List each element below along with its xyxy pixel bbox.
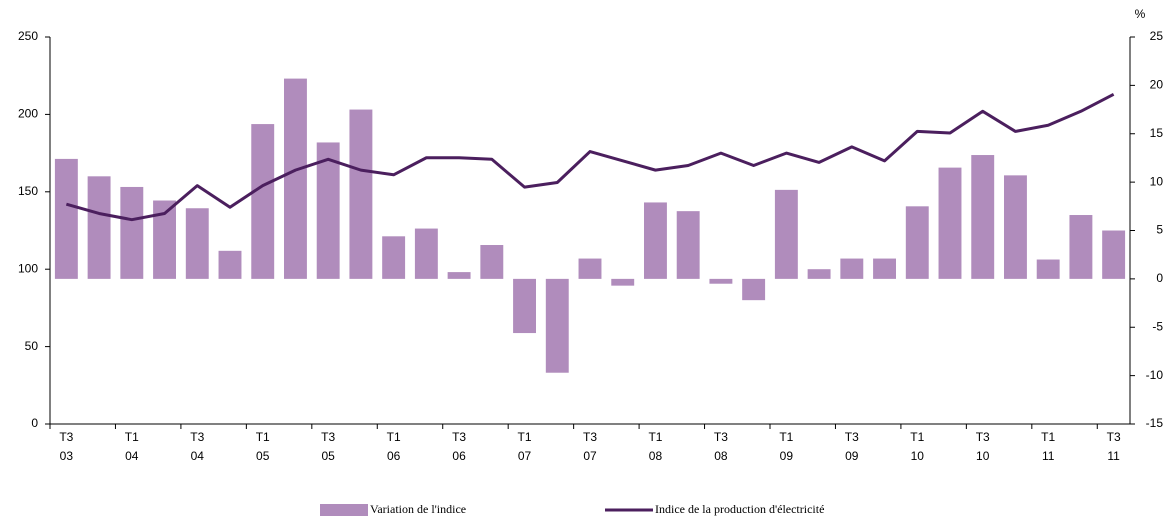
y-tick-label: 50 — [25, 339, 39, 353]
y2-axis-label: % — [1135, 7, 1146, 21]
legend-label: Variation de l'indice — [370, 502, 466, 516]
y2-tick-label: -10 — [1146, 368, 1164, 382]
x-tick-label: T1 05 — [256, 430, 270, 463]
bar — [938, 167, 962, 279]
bar — [676, 211, 700, 279]
bar — [218, 250, 242, 279]
y-tick-label: 0 — [31, 416, 38, 430]
bar — [873, 258, 896, 279]
x-tick-label: T3 11 — [1107, 430, 1121, 463]
bar — [349, 109, 373, 279]
bar — [414, 228, 438, 279]
y2-tick-label: 15 — [1150, 126, 1164, 140]
x-tick-label: T3 03 — [59, 430, 73, 463]
legend-swatch — [320, 504, 368, 516]
bar — [1004, 175, 1027, 279]
y-tick-label: 250 — [18, 29, 38, 43]
y-tick-label: 150 — [18, 184, 38, 198]
line — [65, 92, 1115, 222]
bar — [840, 258, 864, 279]
y2-tick-label: -5 — [1152, 319, 1163, 333]
bar — [120, 186, 144, 279]
x-tick-label: T1 10 — [910, 430, 924, 463]
x-tick-label: T1 08 — [648, 430, 662, 463]
y2-tick-label: 5 — [1156, 223, 1163, 237]
bar — [382, 236, 406, 279]
bar — [447, 272, 471, 279]
bar — [153, 200, 176, 279]
x-tick-label: T3 10 — [976, 430, 990, 463]
x-tick-label: T3 09 — [845, 430, 859, 463]
x-tick-label: T1 07 — [518, 430, 532, 463]
x-tick-label: T1 11 — [1041, 430, 1055, 463]
y2-tick-label: 20 — [1150, 78, 1164, 92]
bar — [742, 278, 766, 301]
bar — [774, 189, 798, 279]
bar — [1069, 215, 1093, 279]
x-tick-label: T3 07 — [583, 430, 597, 463]
bar — [1102, 230, 1126, 279]
y2-tick-label: 10 — [1150, 174, 1164, 188]
bar — [185, 208, 209, 279]
y2-tick-label: -15 — [1146, 416, 1164, 430]
y-tick-label: 200 — [18, 107, 38, 121]
y-tick-label: 100 — [18, 261, 38, 275]
bar — [316, 142, 340, 279]
legend-label: Indice de la production d'électricité — [655, 502, 824, 516]
bar — [284, 78, 307, 279]
bar — [644, 202, 667, 279]
x-tick-label: T3 06 — [452, 430, 466, 463]
x-tick-label: T3 05 — [321, 430, 335, 463]
x-tick-label: T3 08 — [714, 430, 728, 463]
bar — [1036, 259, 1060, 279]
bar — [545, 278, 569, 373]
bar — [251, 124, 275, 279]
x-tick-label: T3 04 — [190, 430, 204, 463]
bar — [709, 278, 733, 284]
bar — [611, 278, 635, 286]
bar — [87, 176, 111, 279]
bar — [905, 206, 929, 279]
bar — [513, 278, 536, 334]
x-tick-label: T1 06 — [387, 430, 401, 463]
bar — [578, 258, 602, 279]
y2-tick-label: 25 — [1150, 29, 1164, 43]
bar — [54, 158, 78, 279]
x-tick-label: T1 09 — [779, 430, 793, 463]
bar — [480, 245, 504, 279]
bar — [807, 269, 831, 279]
x-tick-label: T1 04 — [125, 430, 139, 463]
y2-tick-label: 0 — [1156, 271, 1163, 285]
bar — [971, 155, 995, 279]
